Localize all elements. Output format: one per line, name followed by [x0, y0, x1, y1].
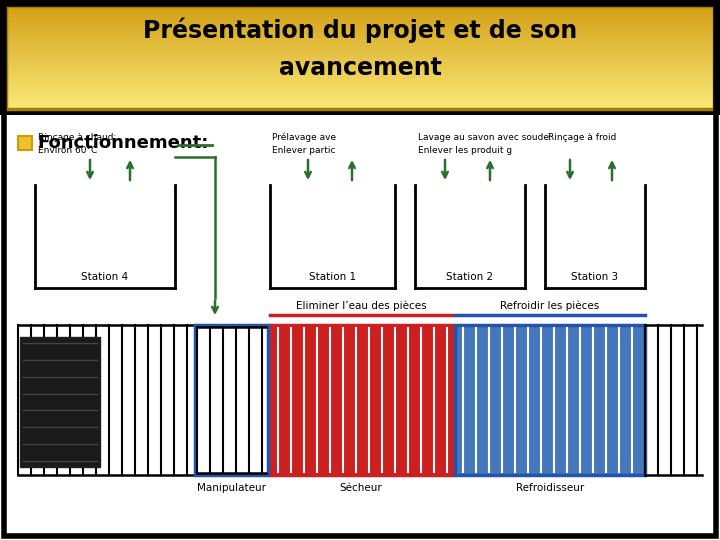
- Bar: [18, 136, 32, 150]
- Text: Station 4: Station 4: [81, 272, 129, 282]
- Text: avancement: avancement: [279, 56, 441, 80]
- Bar: [270, 325, 452, 475]
- Text: Prélavage ave: Prélavage ave: [272, 132, 336, 142]
- Text: Manipulateur: Manipulateur: [197, 483, 266, 493]
- Text: Enlever les produit g: Enlever les produit g: [418, 146, 512, 155]
- Text: Enlever partic: Enlever partic: [272, 146, 336, 155]
- Bar: [455, 325, 645, 475]
- Bar: [20, 337, 100, 467]
- Text: Eliminer l’eau des pièces: Eliminer l’eau des pièces: [296, 300, 426, 311]
- Text: Refroidir les pièces: Refroidir les pièces: [500, 300, 600, 311]
- Bar: [0, 115, 720, 540]
- Text: Station 2: Station 2: [446, 272, 494, 282]
- Bar: [195, 325, 268, 475]
- Text: Sécheur: Sécheur: [340, 483, 382, 493]
- Text: Fonctionnement:: Fonctionnement:: [37, 134, 208, 152]
- Text: Présentation du projet et de son: Présentation du projet et de son: [143, 17, 577, 43]
- Text: Environ 60°C: Environ 60°C: [38, 146, 97, 155]
- Text: Station 3: Station 3: [572, 272, 618, 282]
- Text: Rinçage à chaud:: Rinçage à chaud:: [38, 133, 117, 142]
- Bar: [6, 6, 714, 109]
- Text: Rinçage à froid: Rinçage à froid: [548, 133, 616, 142]
- Text: Station 1: Station 1: [309, 272, 356, 282]
- Text: Refroidisseur: Refroidisseur: [516, 483, 584, 493]
- Text: Lavage au savon avec soude:: Lavage au savon avec soude:: [418, 133, 552, 142]
